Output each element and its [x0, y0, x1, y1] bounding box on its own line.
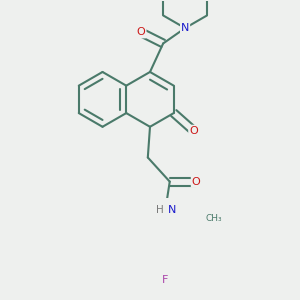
Text: O: O — [189, 126, 198, 136]
Text: N: N — [181, 23, 189, 33]
Text: CH₃: CH₃ — [205, 214, 222, 223]
Text: H: H — [156, 205, 164, 215]
Text: O: O — [137, 28, 146, 38]
Text: N: N — [168, 205, 176, 215]
Text: F: F — [162, 275, 169, 285]
Text: O: O — [192, 177, 200, 187]
